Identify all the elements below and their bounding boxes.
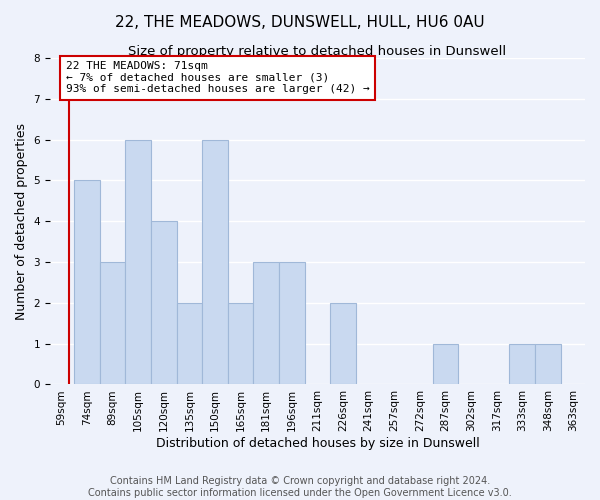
Text: 22, THE MEADOWS, DUNSWELL, HULL, HU6 0AU: 22, THE MEADOWS, DUNSWELL, HULL, HU6 0AU xyxy=(115,15,485,30)
Bar xyxy=(151,221,176,384)
Text: 22 THE MEADOWS: 71sqm
← 7% of detached houses are smaller (3)
93% of semi-detach: 22 THE MEADOWS: 71sqm ← 7% of detached h… xyxy=(66,62,370,94)
Bar xyxy=(330,303,356,384)
Bar xyxy=(202,140,228,384)
Bar xyxy=(535,344,560,384)
Bar xyxy=(279,262,305,384)
Bar xyxy=(228,303,253,384)
Title: Size of property relative to detached houses in Dunswell: Size of property relative to detached ho… xyxy=(128,45,506,58)
Bar xyxy=(100,262,125,384)
Bar xyxy=(433,344,458,384)
Bar xyxy=(74,180,100,384)
X-axis label: Distribution of detached houses by size in Dunswell: Distribution of detached houses by size … xyxy=(155,437,479,450)
Y-axis label: Number of detached properties: Number of detached properties xyxy=(15,122,28,320)
Bar xyxy=(509,344,535,384)
Bar xyxy=(253,262,279,384)
Bar xyxy=(125,140,151,384)
Bar xyxy=(176,303,202,384)
Text: Contains HM Land Registry data © Crown copyright and database right 2024.
Contai: Contains HM Land Registry data © Crown c… xyxy=(88,476,512,498)
